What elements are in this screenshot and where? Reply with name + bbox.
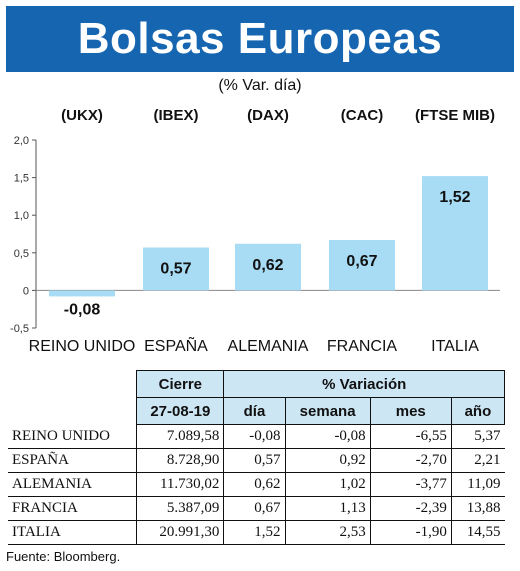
bar	[422, 176, 488, 291]
page-title: Bolsas Europeas	[77, 14, 443, 63]
header-variacion: % Variación	[223, 370, 505, 398]
header-dia: día	[223, 397, 286, 425]
table-row: FRANCIA 5.387,09 0,67 1,13 -2,39 13,88	[8, 496, 505, 521]
row-cierre: 20.991,30	[136, 520, 224, 545]
row-dia: 0,57	[223, 448, 286, 473]
bar	[143, 247, 209, 291]
header-mes: mes	[369, 397, 452, 425]
index-label: (UKX)	[61, 107, 103, 124]
row-cierre: 11.730,02	[136, 472, 224, 497]
bar	[329, 240, 395, 291]
row-dia: -0,08	[223, 424, 286, 449]
header-date: 27-08-19	[136, 397, 225, 425]
category-label: REINO UNIDO	[29, 338, 136, 355]
row-mes: -2,39	[369, 496, 452, 521]
bar-chart: 2,0 1,5 1,0 0,5 0 -0,5 -0,08 (UKX) REINO UNIDO 0,…	[10, 107, 500, 355]
data-label: -0,08	[64, 301, 101, 318]
table-corner	[8, 370, 137, 398]
table-row: ITALIA 20.991,30 1,52 2,53 -1,90 14,55	[8, 520, 505, 545]
row-cierre: 5.387,09	[136, 496, 224, 521]
category-label: ALEMANIA	[228, 338, 309, 355]
bar	[49, 290, 115, 297]
header-ano: año	[450, 397, 506, 425]
row-semana: 2,53	[284, 520, 371, 545]
row-ano: 13,88	[450, 496, 505, 521]
row-mes: -2,70	[369, 448, 452, 473]
category-label: ITALIA	[431, 338, 479, 355]
row-name: REINO UNIDO	[8, 424, 137, 449]
row-mes: -1,90	[369, 520, 452, 545]
data-label: 0,67	[346, 253, 377, 270]
row-semana: 0,92	[284, 448, 371, 473]
table-row: REINO UNIDO 7.089,58 -0,08 -0,08 -6,55 5…	[8, 424, 505, 449]
chart-subtitle: (% Var. día)	[218, 77, 302, 94]
y-tick-label: 1,5	[14, 173, 29, 185]
row-cierre: 8.728,90	[136, 448, 224, 473]
row-ano: 2,21	[450, 448, 505, 473]
header-semana: semana	[284, 397, 371, 425]
row-ano: 14,55	[450, 520, 505, 545]
y-tick-label: 0	[23, 285, 29, 297]
row-name: ITALIA	[8, 520, 137, 545]
row-mes: -3,77	[369, 472, 452, 497]
table-sub-header-row: 27-08-19 día semana mes año	[8, 397, 506, 425]
data-label: 1,52	[439, 189, 470, 206]
row-name: ESPAÑA	[8, 448, 137, 473]
row-ano: 11,09	[450, 472, 505, 497]
table-row: ESPAÑA 8.728,90 0,57 0,92 -2,70 2,21	[8, 448, 505, 473]
data-table: Cierre % Variación 27-08-19 día semana m…	[8, 370, 506, 545]
row-ano: 5,37	[450, 424, 505, 449]
y-tick-label: 0,5	[14, 248, 29, 260]
row-dia: 0,67	[223, 496, 286, 521]
row-dia: 1,52	[223, 520, 286, 545]
y-tick-label: 1,0	[14, 210, 29, 222]
index-label: (DAX)	[247, 107, 289, 124]
index-label: (CAC)	[341, 107, 384, 124]
title-banner: Bolsas Europeas	[6, 6, 514, 72]
index-label: (FTSE MIB)	[415, 107, 495, 124]
bar	[235, 243, 301, 291]
table-group-header-row: Cierre % Variación	[8, 370, 505, 398]
category-label: ESPAÑA	[144, 335, 208, 355]
index-label: (IBEX)	[154, 107, 199, 124]
row-semana: 1,02	[284, 472, 371, 497]
row-name: FRANCIA	[8, 496, 137, 521]
row-name: ALEMANIA	[8, 472, 137, 497]
row-semana: 1,13	[284, 496, 371, 521]
y-tick-label: -0,5	[10, 323, 29, 335]
row-dia: 0,62	[223, 472, 286, 497]
y-tick-label: 2,0	[14, 135, 29, 147]
category-label: FRANCIA	[327, 338, 398, 355]
table-row: ALEMANIA 11.730,02 0,62 1,02 -3,77 11,09	[8, 472, 505, 497]
source-note: Fuente: Bloomberg.	[6, 549, 121, 564]
row-semana: -0,08	[284, 424, 371, 449]
data-label: 0,62	[252, 257, 283, 274]
data-label: 0,57	[160, 261, 191, 278]
header-cierre: Cierre	[136, 370, 225, 398]
row-cierre: 7.089,58	[136, 424, 224, 449]
table-corner-2	[8, 397, 137, 425]
row-mes: -6,55	[369, 424, 452, 449]
